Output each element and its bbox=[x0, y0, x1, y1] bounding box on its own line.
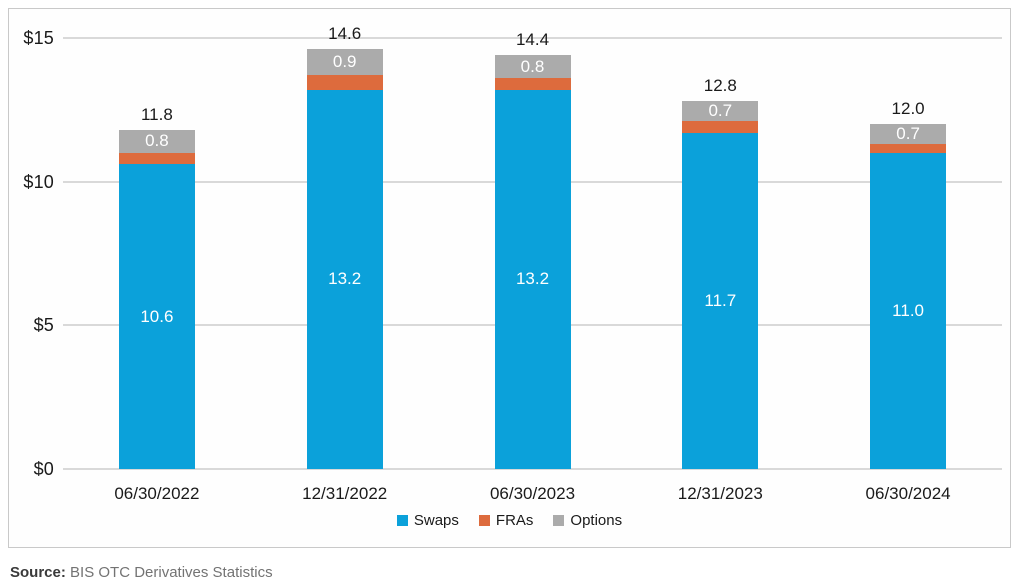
segment-value-label: 13.2 bbox=[328, 269, 362, 289]
x-axis-label: 06/30/2023 bbox=[489, 484, 576, 503]
x-axis-label: 06/30/2022 bbox=[114, 484, 200, 503]
bar-segment-fras bbox=[118, 152, 195, 165]
bar-06-30-2023: 0.8 13.2 bbox=[494, 55, 571, 469]
legend-swatch-fras bbox=[478, 515, 490, 526]
bar-segment-swaps: 13.2 bbox=[306, 89, 383, 469]
y-tick-label: $15 bbox=[23, 28, 54, 48]
plot-area: $15 $10 $5 $0 0.8 10.6 11.8 06/30/2022 0.9 13.2 14… bbox=[9, 9, 1010, 547]
bar-segment-fras bbox=[306, 75, 383, 90]
bar-total-label: 12.8 bbox=[703, 76, 737, 96]
bar-segment-swaps: 13.2 bbox=[494, 89, 571, 469]
x-axis-label: 06/30/2024 bbox=[865, 484, 951, 503]
bar-total-label: 14.4 bbox=[515, 30, 550, 50]
bar-segment-fras bbox=[682, 121, 759, 133]
legend-item-swaps: Swaps bbox=[396, 512, 459, 529]
gridline-15 bbox=[63, 37, 1002, 39]
legend-swatch-options bbox=[553, 515, 565, 526]
chart-legend: Swaps FRAs Options bbox=[9, 512, 1010, 529]
bar-segment-swaps: 10.6 bbox=[118, 164, 195, 469]
source-line: Source: BIS OTC Derivatives Statistics bbox=[10, 564, 273, 581]
bar-segment-options: 0.7 bbox=[870, 124, 947, 145]
segment-value-label: 11.7 bbox=[704, 290, 737, 310]
gridline-0 bbox=[63, 468, 1002, 470]
bar-total-label: 11.8 bbox=[140, 104, 173, 124]
segment-value-label: 0.7 bbox=[896, 124, 920, 144]
segment-value-label: 0.9 bbox=[332, 52, 357, 72]
legend-label: FRAs bbox=[495, 512, 534, 529]
bar-06-30-2024: 0.7 11.0 bbox=[870, 124, 947, 469]
segment-value-label: 0.8 bbox=[145, 131, 169, 151]
segment-value-label: 11.0 bbox=[892, 300, 924, 320]
legend-item-fras: FRAs bbox=[478, 512, 534, 529]
x-axis-label: 12/31/2023 bbox=[677, 484, 763, 503]
bar-segment-swaps: 11.0 bbox=[870, 152, 947, 469]
bar-segment-swaps: 11.7 bbox=[682, 132, 759, 469]
y-tick-label: $10 bbox=[23, 171, 54, 192]
segment-value-label: 0.7 bbox=[708, 101, 733, 121]
segment-value-label: 0.8 bbox=[520, 56, 545, 76]
bar-12-31-2022: 0.9 13.2 bbox=[306, 49, 383, 469]
chart-card: $15 $10 $5 $0 0.8 10.6 11.8 06/30/2022 0.9 13.2 14… bbox=[8, 8, 1011, 548]
bar-06-30-2022: 0.8 10.6 bbox=[118, 129, 195, 469]
bar-segment-options: 0.9 bbox=[306, 49, 383, 76]
legend-label: Swaps bbox=[413, 512, 459, 529]
source-label: Source: bbox=[10, 564, 66, 581]
legend-item-options: Options bbox=[553, 512, 622, 529]
y-tick-label: $0 bbox=[33, 459, 54, 479]
bar-12-31-2023: 0.7 11.7 bbox=[682, 101, 759, 469]
segment-value-label: 10.6 bbox=[140, 306, 174, 326]
bar-segment-options: 0.8 bbox=[494, 55, 571, 79]
bar-segment-options: 0.7 bbox=[682, 101, 759, 122]
bar-segment-fras bbox=[870, 144, 947, 153]
segment-value-label: 13.2 bbox=[515, 269, 550, 289]
bar-total-label: 12.0 bbox=[891, 99, 925, 119]
bar-segment-fras bbox=[494, 78, 571, 90]
x-axis-label: 12/31/2022 bbox=[302, 484, 388, 503]
bar-segment-options: 0.8 bbox=[118, 129, 195, 153]
bar-total-label: 14.6 bbox=[328, 24, 362, 44]
legend-label: Options bbox=[570, 512, 623, 529]
y-tick-label: $5 bbox=[33, 315, 54, 336]
legend-swatch-swaps bbox=[396, 515, 408, 526]
source-text: BIS OTC Derivatives Statistics bbox=[65, 564, 273, 581]
